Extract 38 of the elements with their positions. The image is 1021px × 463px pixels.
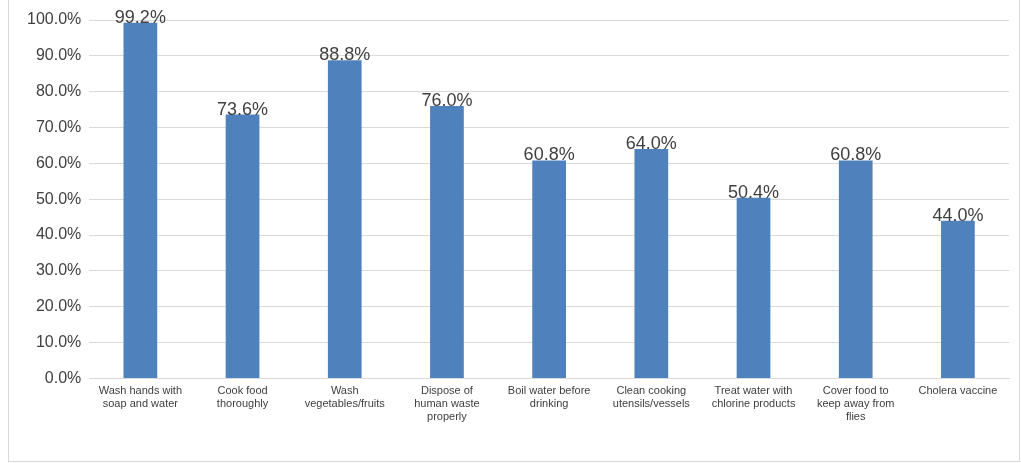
x-tick-label: Cholera vaccine xyxy=(918,384,998,397)
x-tick-label: Clean cooking utensils/vessels xyxy=(612,384,691,410)
x-tick-label: Cook food thoroughly xyxy=(216,384,269,410)
data-label: 73.6% xyxy=(217,98,269,119)
bar xyxy=(430,106,464,378)
data-label: 44.0% xyxy=(932,204,984,225)
y-tick-label: 50.0% xyxy=(35,189,82,207)
data-label: 99.2% xyxy=(114,6,166,27)
data-label: 64.0% xyxy=(625,132,677,153)
bar xyxy=(941,220,975,378)
bar xyxy=(123,22,158,378)
bar xyxy=(532,160,566,378)
x-tick-label: Cover food to keep away from flies xyxy=(816,384,895,423)
x-tick-label: Dispose of human waste properly xyxy=(414,384,480,423)
data-label: 88.8% xyxy=(319,44,371,65)
bar xyxy=(225,114,260,378)
y-tick-label: 30.0% xyxy=(35,261,82,279)
x-tick-label: Wash vegetables/fruits xyxy=(304,384,386,410)
data-label: 60.8% xyxy=(830,144,882,165)
y-tick-label: 90.0% xyxy=(35,46,82,64)
bar xyxy=(634,149,669,378)
bar xyxy=(736,197,771,378)
data-label: 60.8% xyxy=(523,144,575,165)
y-tick-label: 10.0% xyxy=(35,332,82,350)
y-tick-label: 80.0% xyxy=(35,82,82,100)
y-tick-label: 70.0% xyxy=(35,117,82,135)
x-tick-label: Wash hands with soap and water xyxy=(98,384,183,410)
y-tick-label: 0.0% xyxy=(44,368,82,386)
y-tick-label: 20.0% xyxy=(35,297,82,315)
data-label: 50.4% xyxy=(727,181,780,202)
x-tick-label: Treat water with chlorine products xyxy=(711,384,796,410)
data-label: 76.0% xyxy=(421,89,473,110)
x-tick-label: Boil water before drinking xyxy=(507,384,591,410)
bar xyxy=(327,60,362,378)
y-tick-label: 40.0% xyxy=(35,225,82,243)
bar xyxy=(838,160,873,378)
y-tick-label: 60.0% xyxy=(35,153,82,171)
y-tick-label: 100.0% xyxy=(27,10,82,28)
